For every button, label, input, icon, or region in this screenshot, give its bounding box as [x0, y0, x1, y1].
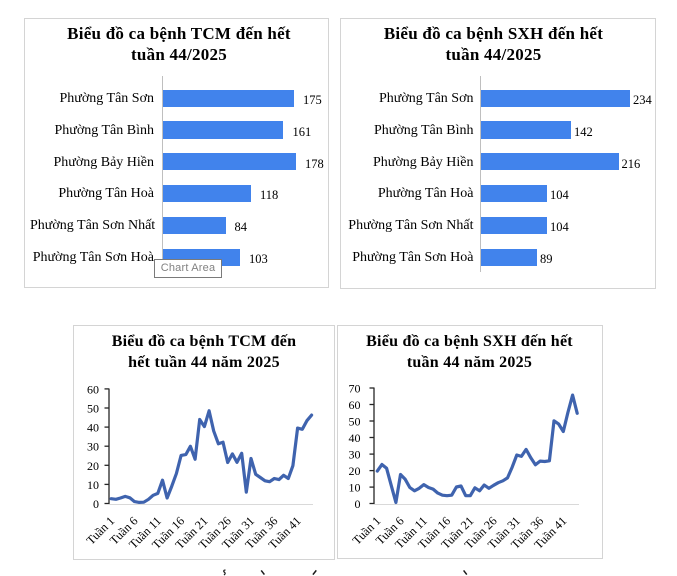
svg-text:10: 10: [87, 478, 99, 492]
svg-text:30: 30: [348, 448, 360, 462]
svg-text:10: 10: [348, 481, 360, 495]
svg-text:60: 60: [87, 382, 99, 396]
svg-text:50: 50: [348, 415, 360, 429]
svg-text:30: 30: [87, 440, 99, 454]
svg-text:20: 20: [348, 464, 360, 478]
svg-text:0: 0: [93, 497, 99, 511]
svg-text:70: 70: [348, 382, 360, 396]
svg-text:0: 0: [354, 497, 360, 511]
svg-text:60: 60: [348, 398, 360, 412]
svg-text:50: 50: [87, 402, 99, 416]
svg-text:20: 20: [87, 459, 99, 473]
svg-text:40: 40: [87, 421, 99, 435]
svg-text:40: 40: [348, 431, 360, 445]
